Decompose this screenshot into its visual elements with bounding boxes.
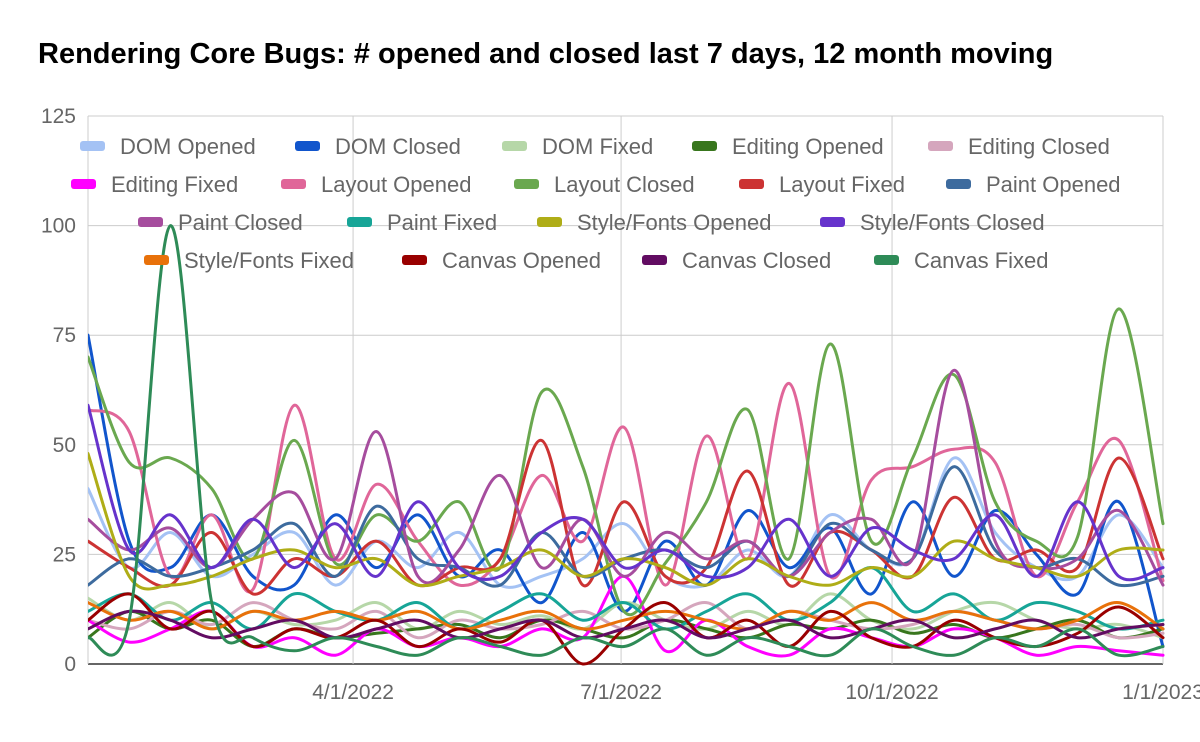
legend-label: Canvas Fixed (914, 248, 1049, 273)
legend-item-style-fonts-opened: Style/Fonts Opened (537, 210, 771, 235)
legend-item-layout-fixed: Layout Fixed (739, 172, 905, 197)
series-line-layout-closed (88, 307, 1165, 616)
y-tick-label: 50 (53, 434, 76, 457)
legend-item-paint-closed: Paint Closed (138, 210, 303, 235)
legend-item-editing-opened: Editing Opened (692, 134, 884, 159)
series-line-style-fonts-fixed (88, 601, 1165, 631)
legend-swatch (71, 179, 96, 189)
y-tick-label: 25 (53, 543, 76, 566)
series-line-paint-closed (88, 368, 1165, 587)
legend-item-editing-fixed: Editing Fixed (71, 172, 238, 197)
x-tick-label: 4/1/2022 (312, 681, 394, 704)
legend-swatch (946, 179, 971, 189)
legend-label: DOM Opened (120, 134, 256, 159)
legend-label: Editing Opened (732, 134, 884, 159)
series-line-style-fonts-closed (88, 403, 1165, 582)
x-tick-label: 7/1/2022 (580, 681, 662, 704)
legend-item-editing-closed: Editing Closed (928, 134, 1110, 159)
x-tick-label: 1/1/2023 (1122, 681, 1200, 704)
legend-swatch (347, 217, 372, 227)
legend-label: Style/Fonts Fixed (184, 248, 354, 273)
legend-swatch (820, 217, 845, 227)
legend-swatch (502, 141, 527, 151)
series-line-canvas-fixed (88, 224, 1165, 658)
y-tick-label: 125 (41, 105, 76, 128)
y-tick-label: 100 (41, 215, 76, 238)
legend-item-dom-closed: DOM Closed (295, 134, 461, 159)
legend-item-paint-opened: Paint Opened (946, 172, 1121, 197)
legend-swatch (692, 141, 717, 151)
legend-swatch (80, 141, 105, 151)
legend-item-paint-fixed: Paint Fixed (347, 210, 497, 235)
legend-label: Layout Opened (321, 172, 471, 197)
legend-swatch (138, 217, 163, 227)
legend-label: Paint Opened (986, 172, 1121, 197)
series-layer (88, 224, 1165, 666)
series-line-style-fonts-opened (88, 452, 1165, 591)
legend-swatch (281, 179, 306, 189)
x-tick-label: 10/1/2022 (845, 681, 938, 704)
y-tick-label: 75 (53, 324, 76, 347)
legend-item-style-fonts-fixed: Style/Fonts Fixed (144, 248, 354, 273)
legend-item-canvas-opened: Canvas Opened (402, 248, 601, 273)
series-line-canvas-closed (88, 609, 1165, 640)
legend-swatch (144, 255, 169, 265)
legend-item-layout-opened: Layout Opened (281, 172, 471, 197)
legend-swatch (402, 255, 427, 265)
legend-item-dom-fixed: DOM Fixed (502, 134, 653, 159)
legend-item-canvas-closed: Canvas Closed (642, 248, 831, 273)
legend-swatch (874, 255, 899, 265)
legend-swatch (537, 217, 562, 227)
legend: DOM Opened DOM Closed DOM Fixed Editing Ope… (71, 134, 1121, 273)
legend-label: Style/Fonts Opened (577, 210, 771, 235)
legend-swatch (514, 179, 539, 189)
y-tick-label: 0 (64, 653, 76, 676)
legend-item-canvas-fixed: Canvas Fixed (874, 248, 1049, 273)
series-line-paint-fixed (88, 566, 1165, 631)
series-line-dom-closed (88, 333, 1165, 648)
legend-label: DOM Fixed (542, 134, 653, 159)
legend-label: Layout Fixed (779, 172, 905, 197)
chart-title: Rendering Core Bugs: # opened and closed… (38, 38, 1054, 70)
legend-label: DOM Closed (335, 134, 461, 159)
legend-label: Canvas Closed (682, 248, 831, 273)
legend-label: Editing Closed (968, 134, 1110, 159)
axis-layer: 0 25 50 75 100 125 4/1/2022 7/1/2022 10/1/2022 1/… (41, 105, 1200, 704)
legend-swatch (295, 141, 320, 151)
legend-label: Editing Fixed (111, 172, 238, 197)
legend-label: Paint Fixed (387, 210, 497, 235)
legend-swatch (739, 179, 764, 189)
legend-item-style-fonts-closed: Style/Fonts Closed (820, 210, 1045, 235)
legend-swatch (642, 255, 667, 265)
legend-label: Style/Fonts Closed (860, 210, 1045, 235)
legend-swatch (928, 141, 953, 151)
grid-layer (87, 115, 1164, 665)
legend-item-dom-opened: DOM Opened (80, 134, 256, 159)
legend-label: Canvas Opened (442, 248, 601, 273)
legend-label: Paint Closed (178, 210, 303, 235)
legend-item-layout-closed: Layout Closed (514, 172, 695, 197)
legend-label: Layout Closed (554, 172, 695, 197)
series-line-dom-opened (88, 456, 1165, 589)
